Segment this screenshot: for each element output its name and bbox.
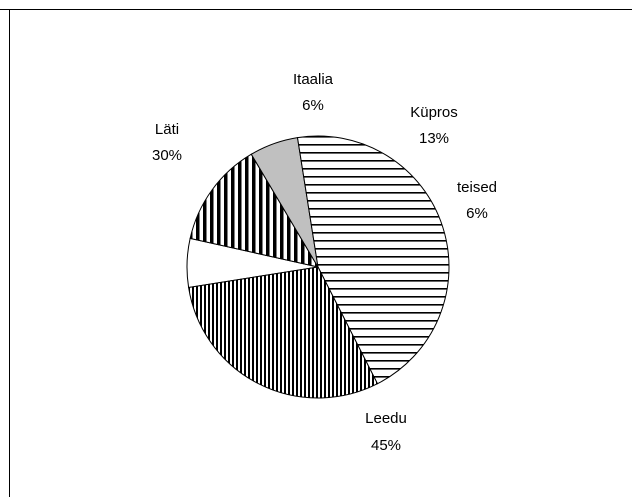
- slice-percent-label: 6%: [302, 97, 324, 114]
- slice-percent-label: 30%: [152, 147, 182, 164]
- slice-name-label: Leedu: [365, 410, 407, 427]
- slice-name-label: teised: [457, 179, 497, 196]
- pie-labels: Itaalia 6% Küpros 13% teised 6% Leedu 45% Läti 30…: [152, 71, 497, 454]
- slice-percent-label: 45%: [371, 437, 401, 454]
- slice-name-label: Küpros: [410, 104, 458, 121]
- pie-slice-küpros: [189, 153, 320, 268]
- slice-name-label: Läti: [155, 121, 179, 138]
- pie-slice-leedu: [296, 135, 450, 385]
- slice-name-label: Itaalia: [293, 71, 334, 88]
- pie-slice-läti: [188, 266, 379, 399]
- slice-percent-label: 13%: [419, 130, 449, 147]
- pie-slices: [186, 135, 450, 399]
- slice-percent-label: 6%: [466, 205, 488, 222]
